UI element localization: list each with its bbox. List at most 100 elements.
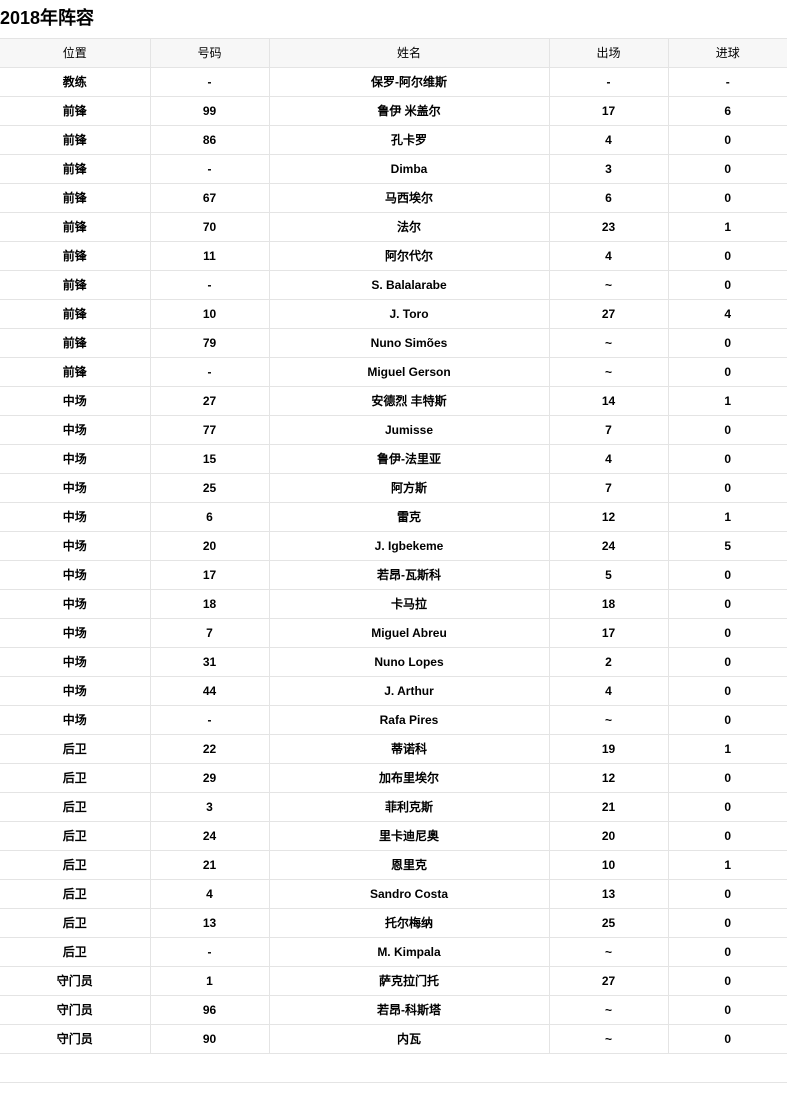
cell-position: 前锋	[0, 328, 151, 358]
cell-position: 守门员	[0, 966, 151, 996]
cell-appearances: 7	[549, 473, 669, 503]
cell-goals: 0	[668, 560, 787, 590]
cell-name: Dimba	[269, 154, 550, 184]
cell-goals: 1	[668, 502, 787, 532]
cell-goals: 0	[668, 821, 787, 851]
cell-position: 后卫	[0, 937, 151, 967]
cell-name: 鲁伊-法里亚	[269, 444, 550, 474]
cell-position: 后卫	[0, 792, 151, 822]
cell-name: J. Igbekeme	[269, 531, 550, 561]
cell-appearances: 25	[549, 908, 669, 938]
cell-goals: 0	[668, 618, 787, 648]
cell-appearances: 10	[549, 850, 669, 880]
table-row: 中场 - Rafa Pires ~0	[0, 705, 787, 735]
cell-name: J. Arthur	[269, 676, 550, 706]
table-row: 中场 25 阿方斯 7 0	[0, 473, 787, 503]
table-row: 中场 20 J. Igbekeme 24 5	[0, 531, 787, 561]
cell-appearances: 6	[549, 183, 669, 213]
cell-goals: 5	[668, 531, 787, 561]
cell-number: -	[150, 937, 270, 967]
table-row: 后卫 3 菲利克斯 21 0	[0, 792, 787, 822]
cell-goals: 1	[668, 212, 787, 242]
cell-position: 前锋	[0, 154, 151, 184]
cell-name: Nuno Lopes	[269, 647, 550, 677]
cell-number: -	[150, 705, 270, 735]
cell-appearances: 27	[549, 299, 669, 329]
table-row: 前锋 79 Nuno Simões ~0	[0, 328, 787, 358]
cell-goals: 0	[668, 879, 787, 909]
table-row: 前锋 67 马西埃尔 6 0	[0, 183, 787, 213]
cell-appearances: 21	[549, 792, 669, 822]
cell-goals: 0	[668, 357, 787, 387]
cell-number: 10	[150, 299, 270, 329]
cell-position: 中场	[0, 473, 151, 503]
cell-goals: 0	[668, 995, 787, 1025]
cell-number: 29	[150, 763, 270, 793]
cell-position: 中场	[0, 560, 151, 590]
cell-goals: 1	[668, 850, 787, 880]
cell-name: 安德烈 丰特斯	[269, 386, 550, 416]
cell-goals: 0	[668, 763, 787, 793]
table-row: 前锋 - S. Balalarabe ~0	[0, 270, 787, 300]
cell-number: 96	[150, 995, 270, 1025]
cell-goals: 0	[668, 473, 787, 503]
cell-position: 中场	[0, 386, 151, 416]
table-row: 守门员 1 萨克拉门托 27 0	[0, 966, 787, 996]
cell-number: 13	[150, 908, 270, 938]
table-row: 中场 77 Jumisse 7 0	[0, 415, 787, 445]
header-goals: 进球	[668, 38, 787, 68]
header-number: 号码	[150, 38, 270, 68]
header-position: 位置	[0, 38, 151, 68]
cell-name: 加布里埃尔	[269, 763, 550, 793]
cell-name: 菲利克斯	[269, 792, 550, 822]
cell-goals: 0	[668, 270, 787, 300]
cell-position: 中场	[0, 502, 151, 532]
cell-goals: 0	[668, 792, 787, 822]
cell-appearances: 2	[549, 647, 669, 677]
cell-goals: 4	[668, 299, 787, 329]
table-row: 前锋 10 J. Toro 27 4	[0, 299, 787, 329]
table-row: 中场 44 J. Arthur 4 0	[0, 676, 787, 706]
cell-appearances: ~	[549, 328, 669, 358]
table-row: 中场 7 Miguel Abreu 17 0	[0, 618, 787, 648]
cell-position: 中场	[0, 415, 151, 445]
cell-number: 22	[150, 734, 270, 764]
cell-number: 77	[150, 415, 270, 445]
cell-position: 守门员	[0, 1024, 151, 1054]
cell-appearances: 5	[549, 560, 669, 590]
cell-number: 15	[150, 444, 270, 474]
table-row: 后卫 24 里卡迪尼奥 20 0	[0, 821, 787, 851]
cell-position: 前锋	[0, 357, 151, 387]
cell-appearances: 4	[549, 241, 669, 271]
cell-appearances: ~	[549, 705, 669, 735]
header-appearances: 出场	[549, 38, 669, 68]
cell-number: 4	[150, 879, 270, 909]
table-row: 中场 27 安德烈 丰特斯 14 1	[0, 386, 787, 416]
cell-goals: 0	[668, 937, 787, 967]
cell-appearances: 4	[549, 125, 669, 155]
cell-appearances: 12	[549, 502, 669, 532]
cell-goals: 1	[668, 734, 787, 764]
table-row: 守门员 90 内瓦 ~0	[0, 1024, 787, 1054]
cell-appearances: 4	[549, 676, 669, 706]
table-row: 后卫 22 蒂诺科 19 1	[0, 734, 787, 764]
cell-name: S. Balalarabe	[269, 270, 550, 300]
cell-name: 卡马拉	[269, 589, 550, 619]
cell-goals: 0	[668, 125, 787, 155]
cell-name: 鲁伊 米盖尔	[269, 96, 550, 126]
cell-number: 31	[150, 647, 270, 677]
cell-goals: 0	[668, 647, 787, 677]
cell-name: 若昂-科斯塔	[269, 995, 550, 1025]
table-row: 后卫 4 Sandro Costa 13 0	[0, 879, 787, 909]
cell-number: 86	[150, 125, 270, 155]
cell-position: 守门员	[0, 995, 151, 1025]
cell-name: Sandro Costa	[269, 879, 550, 909]
cell-position: 中场	[0, 531, 151, 561]
table-row: 后卫 21 恩里克 10 1	[0, 850, 787, 880]
cell-appearances: 7	[549, 415, 669, 445]
cell-name: 蒂诺科	[269, 734, 550, 764]
cell-name: 若昂-瓦斯科	[269, 560, 550, 590]
cell-appearances: 23	[549, 212, 669, 242]
cell-position: 后卫	[0, 879, 151, 909]
cell-appearances: ~	[549, 357, 669, 387]
